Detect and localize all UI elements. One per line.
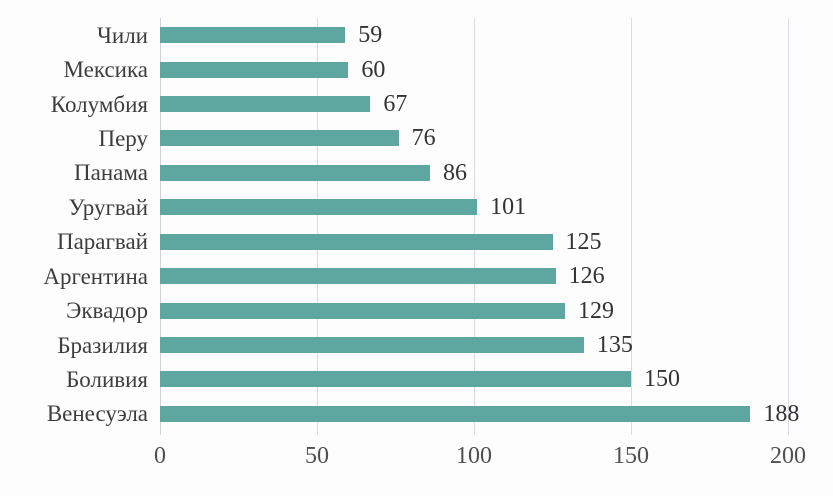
x-tick-label: 150 [613,443,649,469]
value-label: 125 [565,228,602,255]
bar [160,405,751,422]
bar-row: Панама 86 [0,156,788,190]
x-tick-label: 200 [770,443,806,469]
bar-row: Боливия 150 [0,362,788,396]
bar-track: 150 [160,362,788,396]
gridline [160,18,161,435]
x-tick-label: 100 [456,443,492,469]
bar [160,199,478,216]
gridline [631,18,632,435]
category-label: Парагвай [56,229,148,255]
bar [160,27,346,44]
bar [160,130,399,147]
bar-track: 60 [160,52,788,86]
gridline [788,18,789,435]
category-label: Венесуэла [46,401,148,427]
x-tick-label: 0 [154,443,166,469]
bar-row: Уругвай 101 [0,190,788,224]
x-axis: 0 50 100 150 200 [154,442,806,482]
value-label: 129 [578,297,615,324]
bar [160,337,584,353]
bar-row: Чили 59 [0,18,788,52]
bar [160,302,566,319]
x-tick-label: 50 [305,443,329,469]
category-label: Перу [98,125,148,151]
category-label: Аргентина [43,263,148,289]
bar-track: 76 [160,121,788,155]
bar-track: 188 [160,397,799,431]
category-label: Панама [74,160,148,186]
bar-track: 129 [160,293,788,327]
category-label: Эквадор [66,298,148,324]
value-label: 126 [568,263,605,290]
bar-rows: Чили 59 Мексика 60 Колумбия 67 Перу 76 Панама 86 У… [0,18,800,431]
bar-track: 126 [160,259,788,293]
bar-track: 125 [160,225,788,259]
value-label: 59 [358,22,383,49]
gridline [474,18,475,435]
bar [160,268,556,285]
value-label: 86 [443,159,468,186]
category-label: Мексика [63,57,148,83]
category-label: Чили [96,22,148,48]
value-label: 188 [763,400,800,427]
bar-row: Венесуэла 188 [0,397,800,431]
value-label: 101 [490,194,527,221]
bar-track: 59 [160,18,788,52]
gridline [317,18,318,435]
bar-track: 86 [160,156,788,190]
category-label: Бразилия [57,332,148,358]
bar-row: Парагвай 125 [0,225,788,259]
bar [160,371,631,388]
value-label: 60 [361,56,386,83]
bar-row: Колумбия 67 [0,87,788,121]
bar-row: Перу 76 [0,121,788,155]
category-label: Боливия [66,366,148,392]
bar [160,96,371,113]
bar-track: 67 [160,87,788,121]
category-label: Колумбия [50,91,148,117]
bar-row: Аргентина 126 [0,259,788,293]
value-label: 135 [596,332,633,358]
bar-track: 101 [160,190,788,224]
bar-row: Бразилия 135 [0,328,788,362]
bar [160,233,553,250]
bar-row: Эквадор 129 [0,293,788,327]
bar-row: Мексика 60 [0,52,788,86]
value-label: 76 [411,125,436,152]
gridlines-layer [160,18,789,435]
bar-track: 135 [160,328,788,362]
value-label: 67 [383,91,408,118]
category-label: Уругвай [68,194,148,220]
bar [160,164,431,181]
value-label: 150 [644,366,680,393]
bar [160,61,349,78]
